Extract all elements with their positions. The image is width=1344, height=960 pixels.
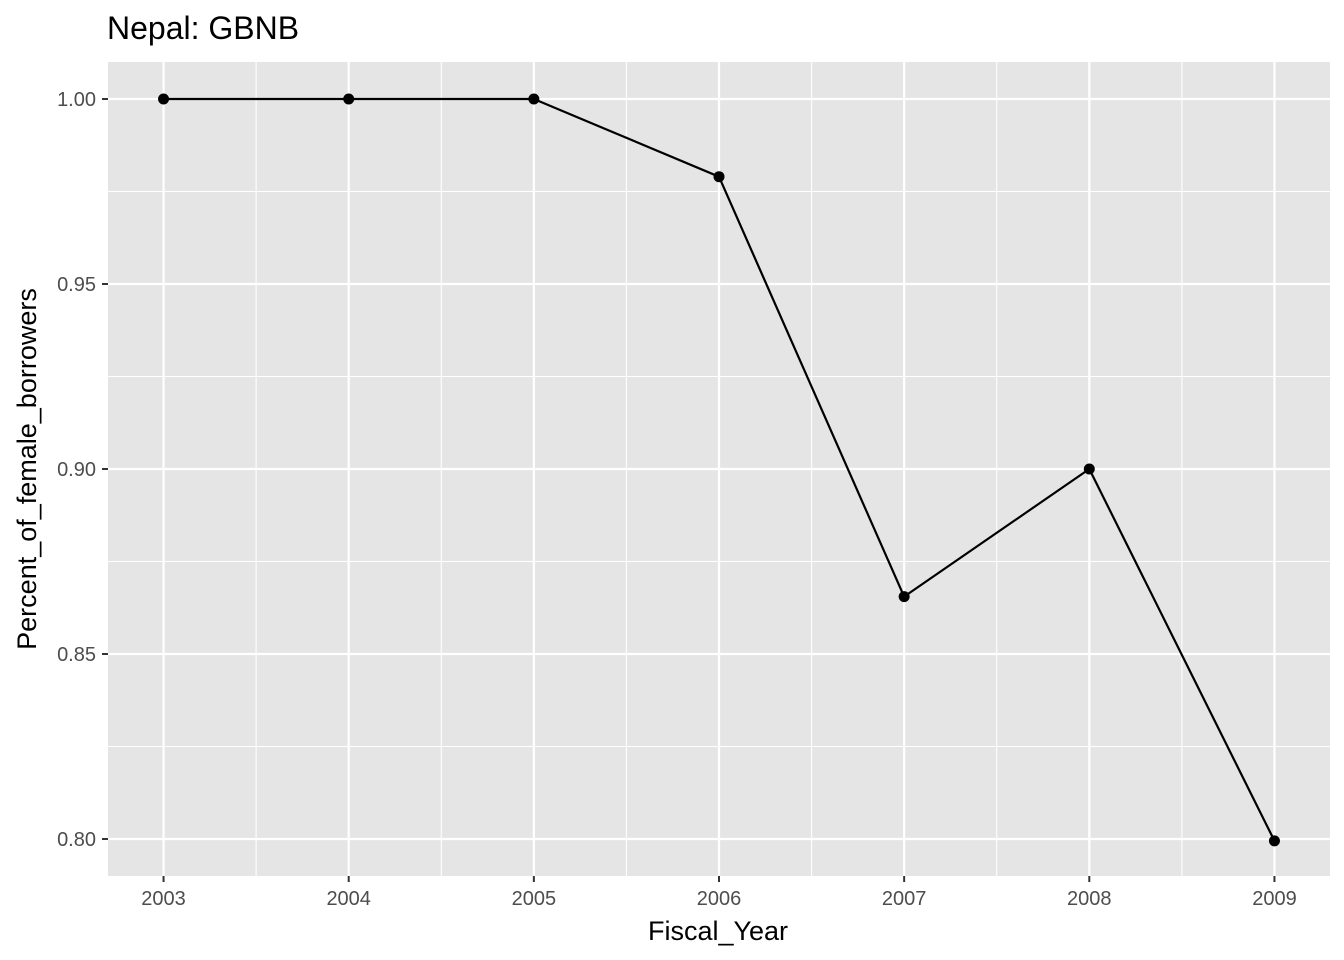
x-tick-label: 2003 [141, 888, 186, 910]
y-tick-label: 0.80 [57, 829, 96, 851]
data-point [713, 171, 725, 183]
data-point [1268, 835, 1280, 847]
data-point [898, 591, 910, 603]
y-axis-title: Percent_of_female_borrowers [12, 288, 42, 650]
x-tick-label: 2008 [1067, 888, 1112, 910]
y-tick-label: 0.90 [57, 459, 96, 481]
y-tick-label: 1.00 [57, 89, 96, 111]
chart-title: Nepal: GBNB [107, 10, 299, 46]
y-tick-label: 0.95 [57, 274, 96, 296]
data-point [343, 93, 355, 105]
x-tick-label: 2006 [697, 888, 742, 910]
x-tick-label: 2004 [326, 888, 371, 910]
data-series [158, 93, 1280, 847]
x-axis-title: Fiscal_Year [648, 916, 788, 946]
x-tick-label: 2005 [512, 888, 557, 910]
x-tick-label: 2009 [1252, 888, 1297, 910]
data-point [528, 93, 540, 105]
x-axis: 2003 2004 2005 2006 2007 2008 2009 [141, 876, 1297, 910]
data-point [158, 93, 170, 105]
y-axis: 0.80 0.85 0.90 0.95 1.00 [57, 89, 108, 851]
y-tick-label: 0.85 [57, 644, 96, 666]
data-point [1083, 463, 1095, 475]
x-tick-label: 2007 [882, 888, 927, 910]
major-gridlines [108, 62, 1330, 876]
